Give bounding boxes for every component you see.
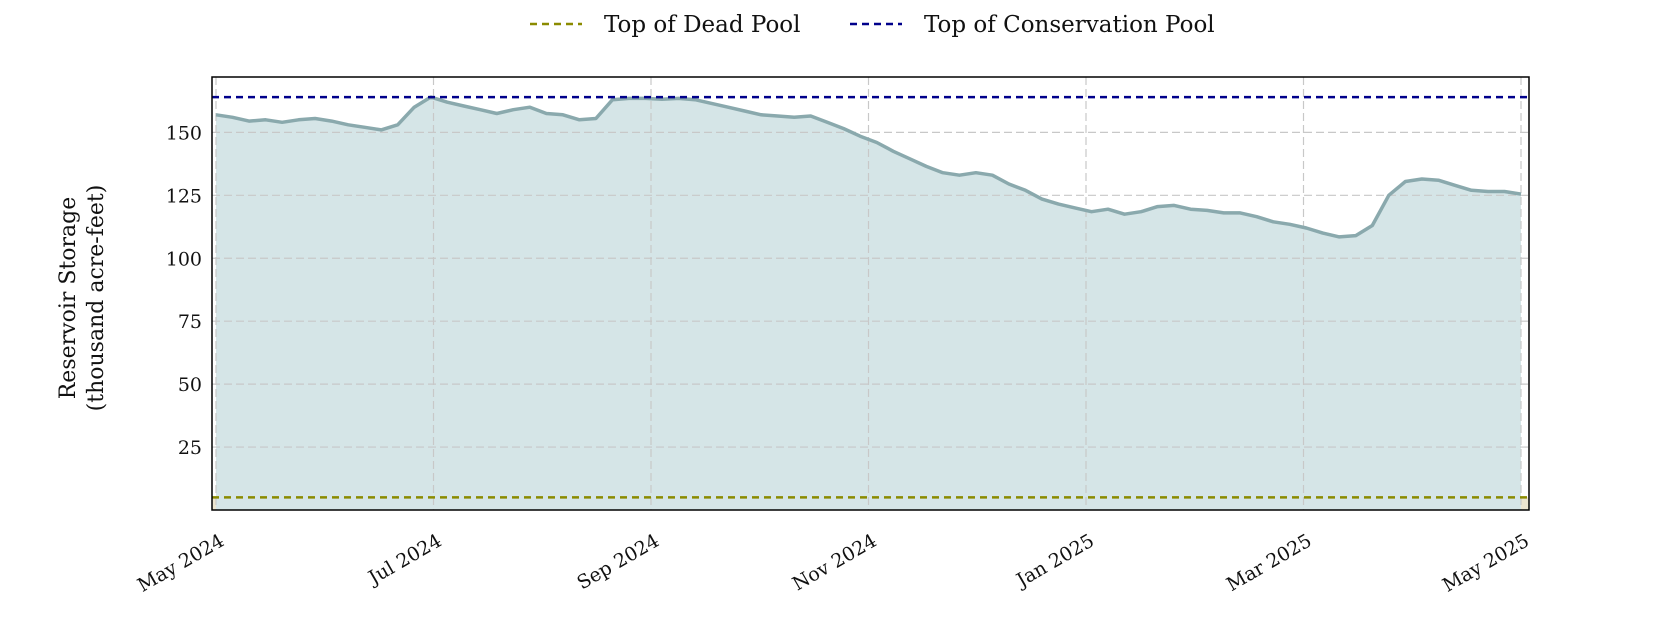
y-tick-label: 75	[178, 311, 202, 333]
y-tick-label: 50	[178, 374, 202, 396]
x-tick-label: Sep 2024	[573, 530, 663, 594]
x-tick-label: May 2025	[1439, 530, 1533, 597]
x-tick-label: Jul 2024	[363, 530, 445, 590]
y-tick-label: 25	[178, 437, 202, 459]
x-tick-label: Mar 2025	[1223, 530, 1316, 596]
y-axis-label-line2: (thousand acre-feet)	[84, 185, 109, 412]
legend: Top of Dead Pool Top of Conservation Poo…	[530, 12, 1215, 38]
plot-frame	[211, 76, 1530, 511]
y-tick-label: 100	[166, 248, 202, 270]
x-tick-label: Jan 2025	[1011, 530, 1098, 593]
y-axis-label-line1: Reservoir Storage	[56, 197, 81, 400]
y-tick-label: 150	[166, 122, 202, 144]
y-tick-label: 125	[166, 185, 202, 207]
plot-area: 25 50 75 100 125 150 May 2024 Jul 2024 Sep 2024 N…	[134, 76, 1533, 597]
storage-area	[216, 97, 1521, 510]
legend-label-dead-pool: Top of Dead Pool	[604, 12, 801, 38]
x-tick-label: Nov 2024	[789, 530, 881, 596]
y-axis-label: Reservoir Storage (thousand acre-feet)	[56, 185, 109, 412]
x-tick-label: May 2024	[134, 530, 228, 597]
legend-label-conservation-pool: Top of Conservation Pool	[924, 12, 1215, 38]
